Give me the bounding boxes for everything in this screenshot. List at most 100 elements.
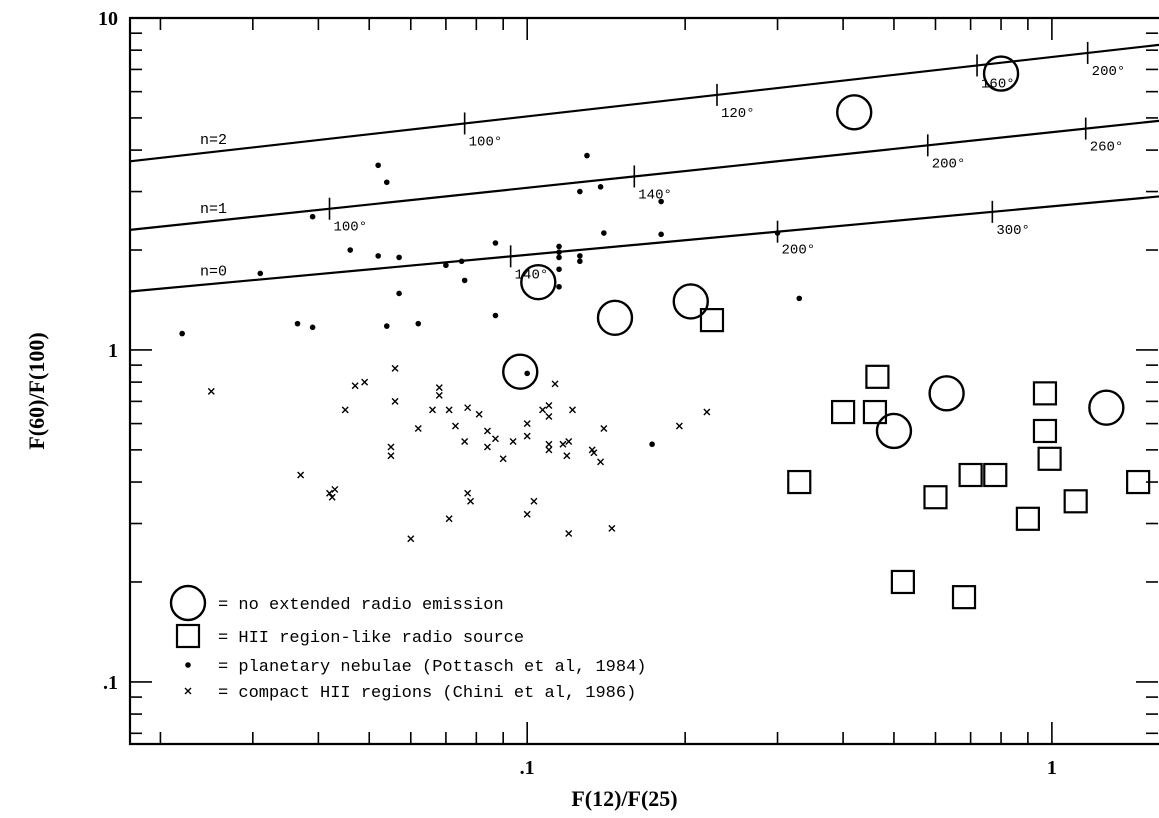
dot-point bbox=[458, 258, 465, 265]
cross-point bbox=[545, 440, 553, 448]
circle-point bbox=[836, 94, 873, 131]
y-tick-label: 10 bbox=[98, 8, 118, 30]
angle-label: 200° bbox=[782, 243, 816, 259]
circle-point bbox=[520, 263, 557, 301]
angle-label: 100° bbox=[469, 134, 503, 150]
dot-point bbox=[309, 324, 316, 331]
cross-point bbox=[464, 404, 472, 412]
cross-point bbox=[475, 410, 483, 418]
cross-point bbox=[491, 435, 499, 443]
dot-point bbox=[492, 240, 499, 246]
square-point bbox=[862, 399, 888, 425]
cross-point bbox=[551, 380, 559, 388]
plot-frame bbox=[128, 16, 1159, 746]
square-point bbox=[1037, 446, 1062, 471]
cross-point bbox=[391, 397, 399, 405]
cross-point bbox=[545, 446, 553, 454]
cross-point bbox=[391, 364, 399, 372]
model-curve bbox=[129, 195, 1159, 293]
cross-point bbox=[387, 443, 395, 451]
circle-point bbox=[502, 353, 539, 390]
cross-point bbox=[361, 378, 369, 386]
cross-point bbox=[461, 437, 469, 445]
dot-point bbox=[257, 270, 264, 277]
cross-point bbox=[341, 406, 349, 414]
dot-point bbox=[597, 184, 604, 190]
cross-point bbox=[326, 489, 333, 497]
y-axis-title: F(60)/F(100) bbox=[24, 332, 49, 449]
dot-point bbox=[577, 188, 583, 195]
cross-point bbox=[608, 524, 616, 532]
square-point bbox=[958, 462, 983, 488]
dot-point bbox=[556, 243, 562, 250]
cross-point bbox=[523, 420, 531, 428]
cross-point bbox=[597, 458, 605, 466]
cross-point bbox=[530, 497, 538, 505]
circle-point bbox=[596, 299, 634, 336]
dot-point bbox=[383, 179, 390, 186]
cross-point bbox=[387, 452, 395, 460]
legend-label: = planetary nebulae (Pottasch et al, 198… bbox=[218, 658, 646, 677]
cross-point bbox=[563, 452, 571, 460]
curve-label: n=2 bbox=[200, 132, 227, 149]
cross-point bbox=[590, 449, 598, 457]
legend-marker-circle bbox=[169, 584, 207, 622]
dot-point bbox=[375, 162, 381, 169]
cross-point bbox=[407, 535, 415, 543]
cross-point bbox=[445, 515, 453, 523]
dot-point bbox=[309, 213, 316, 220]
dot-point bbox=[347, 247, 354, 253]
square-point bbox=[983, 462, 1008, 488]
dot-point bbox=[375, 253, 381, 259]
cross-point bbox=[565, 529, 573, 537]
cross-point bbox=[429, 406, 436, 414]
cross-point bbox=[451, 422, 459, 430]
angle-label: 100° bbox=[334, 220, 368, 236]
circle-point bbox=[672, 283, 709, 320]
dot-point bbox=[524, 370, 530, 377]
curve-label: n=0 bbox=[200, 264, 227, 281]
curve-label: n=1 bbox=[200, 201, 227, 218]
cross-point bbox=[483, 443, 491, 451]
cross-point bbox=[297, 471, 305, 479]
dot-point bbox=[649, 441, 655, 448]
square-point bbox=[1015, 506, 1040, 531]
cross-point bbox=[559, 440, 567, 448]
cross-point bbox=[509, 437, 517, 445]
y-tick-label: .1 bbox=[103, 672, 118, 694]
dot-point bbox=[556, 249, 562, 256]
angle-label: 140° bbox=[515, 267, 549, 283]
cross-point bbox=[703, 408, 711, 416]
dot-point bbox=[396, 254, 402, 261]
cross-point bbox=[467, 497, 475, 505]
dot-point bbox=[658, 198, 664, 205]
angle-label: 140° bbox=[638, 187, 672, 203]
angle-label: 200° bbox=[932, 156, 966, 172]
cross-point bbox=[414, 424, 422, 432]
cross-point bbox=[675, 422, 683, 430]
dot-point bbox=[415, 320, 422, 327]
model-curve bbox=[129, 43, 1159, 163]
square-point bbox=[830, 399, 856, 425]
square-point bbox=[923, 485, 948, 510]
cross-point bbox=[435, 391, 443, 399]
legend-marker-dot bbox=[185, 662, 191, 668]
square-point bbox=[787, 469, 812, 495]
legend-marker-x bbox=[184, 687, 192, 695]
square-point bbox=[951, 585, 977, 610]
model-curve bbox=[129, 119, 1159, 231]
angle-label: 120° bbox=[721, 106, 755, 122]
square-point bbox=[1032, 418, 1058, 444]
circle-point bbox=[875, 412, 913, 450]
dot-point bbox=[383, 323, 390, 329]
cross-point bbox=[569, 406, 576, 414]
cross-point bbox=[207, 387, 215, 395]
legend-marker-square bbox=[175, 623, 201, 649]
dot-point bbox=[396, 290, 402, 297]
circle-point bbox=[982, 55, 1020, 92]
angle-label: 260° bbox=[1090, 140, 1124, 156]
cross-point bbox=[351, 382, 359, 390]
dot-point bbox=[556, 254, 562, 261]
y-tick-label: 1 bbox=[108, 340, 118, 362]
